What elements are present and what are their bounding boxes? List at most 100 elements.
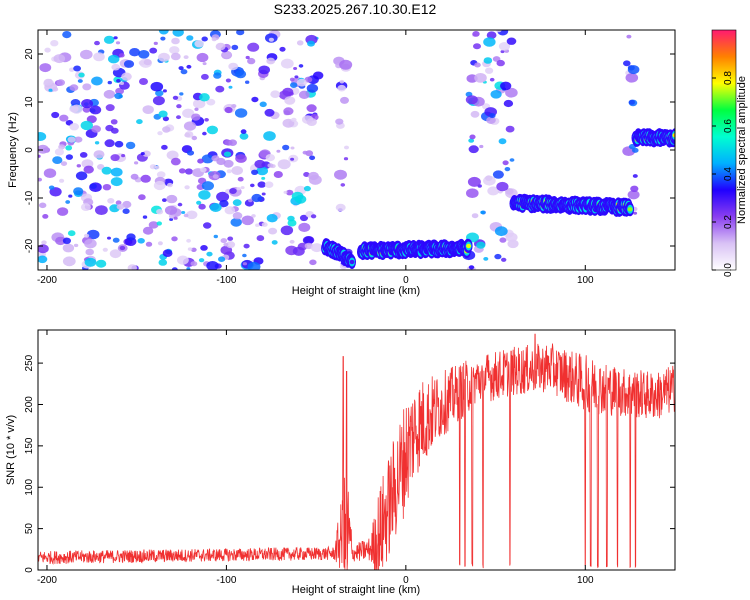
heatmap-blob [240,129,247,134]
heatmap-blob [140,174,151,183]
heatmap-blob [158,30,169,35]
heatmap-blob [245,80,250,84]
heatmap-blob [227,236,234,241]
heatmap-blob [123,60,135,68]
heatmap-blob [172,95,179,100]
heatmap-blob [59,178,65,183]
heatmap-blob [156,209,164,215]
heatmap-blob [101,166,112,175]
heatmap-blob [339,59,353,70]
heatmap-blob [97,164,105,170]
heatmap-blob [256,235,265,242]
heatmap-blob [110,119,118,125]
heatmap-blob [216,157,226,166]
heatmap-blob [298,90,310,100]
heatmap-blob [472,31,480,37]
heatmap-blob [158,52,170,62]
heatmap-blob [178,66,184,71]
heatmap-blob [273,171,283,178]
heatmap-blob [277,159,291,170]
heatmap-blob [633,211,638,215]
heatmap-blob [627,65,640,75]
heatmap-blob [83,165,94,174]
heatmap-blob [626,34,632,39]
heatmap-blob [632,174,638,178]
heatmap-blob [229,188,237,194]
heatmap-blob [158,110,168,118]
heatmap-blob [95,205,108,216]
heatmap-blob [186,267,191,270]
heatmap-blob [62,243,75,253]
heatmap-blob [158,259,168,266]
heatmap-blob [80,203,91,212]
heatmap-blob [180,69,188,75]
heatmap-blob [223,242,229,247]
snr-x-tick-label: 100 [577,575,594,586]
snr-x-axis-label: Height of straight line (km) [292,584,420,596]
heatmap-blob [38,255,48,264]
heatmap-blob [94,141,100,145]
snr-y-tick-label: 150 [24,437,35,454]
heatmap-blob [468,145,479,154]
heatmap-blob [38,154,41,158]
heatmap-blob [306,104,317,113]
spectrogram-y-tick-label: -20 [24,238,35,253]
heatmap-blob [182,108,195,119]
heatmap-blob [177,202,183,207]
heatmap-blob [498,138,507,145]
heatmap-blob [41,240,47,245]
heatmap-blob [310,243,323,253]
heatmap-blob [181,211,186,214]
heatmap-blob [62,30,72,39]
heatmap-blob [236,30,245,36]
colorbar-tick-label: 0.0 [723,263,734,277]
snr-y-tick-label: 250 [24,354,35,371]
heatmap-blob [215,85,225,93]
heatmap-blob [125,141,136,150]
heatmap-blob [242,262,247,266]
spectrogram-x-tick-label: -200 [37,275,57,286]
heatmap-blob [483,57,493,64]
heatmap-blob [75,171,88,181]
heatmap-blob [164,205,178,215]
heatmap-blob [226,241,236,249]
heatmap-blob [136,119,143,125]
heatmap-blob [48,185,55,190]
heatmap-blob [500,81,512,91]
heatmap-blob [172,30,184,37]
heatmap-blob [68,194,73,198]
heatmap-blob [509,158,515,162]
heatmap-blob [200,245,208,251]
heatmap-blob [291,117,297,122]
heatmap-blob [126,233,136,241]
heatmap-blob [263,131,276,141]
heatmap-blob [505,188,514,195]
heatmap-blob [38,177,42,182]
heatmap-blob [115,87,124,95]
heatmap-blob [250,183,255,188]
heatmap-blob [241,215,254,226]
heatmap-blob [206,98,216,106]
heatmap-blob [294,194,307,204]
heatmap-blob [235,69,247,79]
heatmap-blob [111,63,120,71]
heatmap-blob [50,40,59,47]
heatmap-blob [67,136,76,143]
heatmap-blob [228,62,239,71]
heatmap-blob [94,40,100,46]
heatmap-blob [506,37,517,45]
heatmap-blob [130,173,139,180]
heatmap-blob [232,212,243,220]
heatmap-blob [220,238,228,244]
heatmap-blob [257,181,266,188]
heatmap-blob [480,210,485,214]
heatmap-blob [289,77,295,82]
heatmap-blob [155,89,164,97]
heatmap-blob [290,146,295,150]
snr-frame [37,329,676,571]
heatmap-blob [494,253,502,260]
heatmap-blob [285,189,294,196]
ridge-core [466,243,472,249]
heatmap-blob [176,104,182,109]
heatmap-blob [167,182,173,188]
